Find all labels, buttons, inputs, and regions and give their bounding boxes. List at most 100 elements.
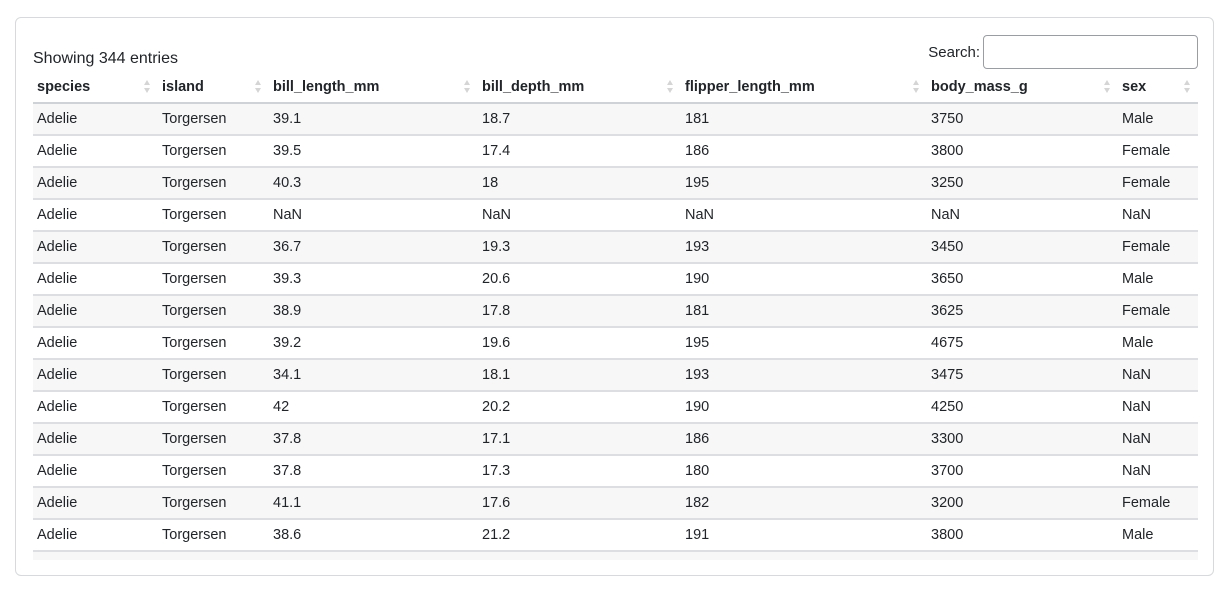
- cell-bill-length-mm: NaN: [269, 199, 478, 232]
- cell-bill-depth-mm: 19.3: [478, 231, 681, 264]
- data-table: species island bill_length_mm bill_depth_mm…: [33, 72, 1198, 552]
- cell-body-mass-g: 4675: [927, 327, 1118, 360]
- cell-bill-length-mm: 36.7: [269, 231, 478, 264]
- search-input[interactable]: [983, 35, 1198, 69]
- column-header-bill-length-mm[interactable]: bill_length_mm: [269, 72, 478, 104]
- cell-sex: Male: [1118, 327, 1198, 360]
- cell-flipper-length-mm: NaN: [681, 199, 927, 232]
- cell-species: Adelie: [33, 455, 158, 488]
- scroll-area[interactable]: [33, 552, 1198, 560]
- cell-island: Torgersen: [158, 391, 269, 424]
- cell-flipper-length-mm: 193: [681, 359, 927, 392]
- column-header-species[interactable]: species: [33, 72, 158, 104]
- cell-sex: NaN: [1118, 455, 1198, 488]
- cell-body-mass-g: 3750: [927, 103, 1118, 136]
- cell-body-mass-g: 3200: [927, 487, 1118, 520]
- column-label: bill_depth_mm: [482, 79, 585, 95]
- cell-species: Adelie: [33, 263, 158, 296]
- cell-body-mass-g: 3800: [927, 135, 1118, 168]
- cell-flipper-length-mm: 190: [681, 263, 927, 296]
- sort-icon[interactable]: [144, 80, 150, 94]
- sort-icon[interactable]: [255, 80, 261, 94]
- cell-flipper-length-mm: 186: [681, 135, 927, 168]
- cell-island: Torgersen: [158, 519, 269, 552]
- column-header-sex[interactable]: sex: [1118, 72, 1198, 104]
- cell-sex: NaN: [1118, 423, 1198, 456]
- sort-icon[interactable]: [464, 80, 470, 94]
- cell-island: Torgersen: [158, 135, 269, 168]
- table-row: Adelie Torgersen 34.1 18.1 193 3475 NaN: [33, 359, 1198, 392]
- sort-icon[interactable]: [913, 80, 919, 94]
- cell-bill-length-mm: 42: [269, 391, 478, 424]
- cell-island: Torgersen: [158, 295, 269, 328]
- cell-island: Torgersen: [158, 359, 269, 392]
- cell-bill-length-mm: 39.2: [269, 327, 478, 360]
- sort-icon[interactable]: [1104, 80, 1110, 94]
- column-label: flipper_length_mm: [685, 79, 815, 95]
- column-header-body-mass-g[interactable]: body_mass_g: [927, 72, 1118, 104]
- cell-bill-depth-mm: 17.1: [478, 423, 681, 456]
- cell-bill-length-mm: 39.5: [269, 135, 478, 168]
- sort-icon[interactable]: [1184, 80, 1190, 94]
- column-header-flipper-length-mm[interactable]: flipper_length_mm: [681, 72, 927, 104]
- cell-flipper-length-mm: 180: [681, 455, 927, 488]
- cell-flipper-length-mm: 181: [681, 103, 927, 136]
- cell-sex: NaN: [1118, 359, 1198, 392]
- cell-sex: Female: [1118, 135, 1198, 168]
- table-row: Adelie Torgersen 38.9 17.8 181 3625 Female: [33, 295, 1198, 328]
- cell-island: Torgersen: [158, 167, 269, 200]
- cell-sex: Female: [1118, 167, 1198, 200]
- cell-flipper-length-mm: 195: [681, 327, 927, 360]
- cell-bill-depth-mm: 17.3: [478, 455, 681, 488]
- cell-bill-depth-mm: 20.2: [478, 391, 681, 424]
- cell-sex: Female: [1118, 295, 1198, 328]
- cell-bill-depth-mm: 17.8: [478, 295, 681, 328]
- cell-bill-depth-mm: 17.6: [478, 487, 681, 520]
- cell-body-mass-g: 3250: [927, 167, 1118, 200]
- column-label: island: [162, 79, 204, 95]
- table-row: Adelie Torgersen NaN NaN NaN NaN NaN: [33, 199, 1198, 232]
- entries-info: Showing 344 entries: [33, 50, 178, 67]
- cell-island: Torgersen: [158, 327, 269, 360]
- cell-flipper-length-mm: 190: [681, 391, 927, 424]
- cell-body-mass-g: 3650: [927, 263, 1118, 296]
- cell-island: Torgersen: [158, 263, 269, 296]
- cell-species: Adelie: [33, 103, 158, 136]
- column-label: species: [37, 79, 91, 95]
- cell-bill-length-mm: 39.1: [269, 103, 478, 136]
- cell-bill-length-mm: 34.1: [269, 359, 478, 392]
- cell-species: Adelie: [33, 487, 158, 520]
- cell-bill-length-mm: 38.9: [269, 295, 478, 328]
- column-header-bill-depth-mm[interactable]: bill_depth_mm: [478, 72, 681, 104]
- cell-flipper-length-mm: 182: [681, 487, 927, 520]
- cell-island: Torgersen: [158, 199, 269, 232]
- cell-body-mass-g: 3450: [927, 231, 1118, 264]
- cell-sex: Male: [1118, 103, 1198, 136]
- table-row: Adelie Torgersen 37.8 17.1 186 3300 NaN: [33, 423, 1198, 456]
- cell-flipper-length-mm: 191: [681, 519, 927, 552]
- cell-species: Adelie: [33, 391, 158, 424]
- cell-bill-depth-mm: 18.1: [478, 359, 681, 392]
- table-row: Adelie Torgersen 36.7 19.3 193 3450 Female: [33, 231, 1198, 264]
- table-row: Adelie Torgersen 39.1 18.7 181 3750 Male: [33, 103, 1198, 136]
- search-box: Search:: [928, 35, 1198, 69]
- cell-bill-length-mm: 41.1: [269, 487, 478, 520]
- cell-island: Torgersen: [158, 487, 269, 520]
- cell-species: Adelie: [33, 295, 158, 328]
- cell-flipper-length-mm: 195: [681, 167, 927, 200]
- cell-sex: Male: [1118, 263, 1198, 296]
- sort-icon[interactable]: [667, 80, 673, 94]
- cell-bill-length-mm: 40.3: [269, 167, 478, 200]
- column-header-island[interactable]: island: [158, 72, 269, 104]
- cell-island: Torgersen: [158, 103, 269, 136]
- cell-bill-depth-mm: 21.2: [478, 519, 681, 552]
- cell-sex: NaN: [1118, 199, 1198, 232]
- table-row: Adelie Torgersen 39.2 19.6 195 4675 Male: [33, 327, 1198, 360]
- cell-sex: Male: [1118, 519, 1198, 552]
- cell-species: Adelie: [33, 167, 158, 200]
- table-row: Adelie Torgersen 39.5 17.4 186 3800 Female: [33, 135, 1198, 168]
- cell-species: Adelie: [33, 231, 158, 264]
- cell-bill-depth-mm: 18.7: [478, 103, 681, 136]
- table-row: Adelie Torgersen 42 20.2 190 4250 NaN: [33, 391, 1198, 424]
- header-row: species island bill_length_mm bill_depth_mm…: [33, 72, 1198, 104]
